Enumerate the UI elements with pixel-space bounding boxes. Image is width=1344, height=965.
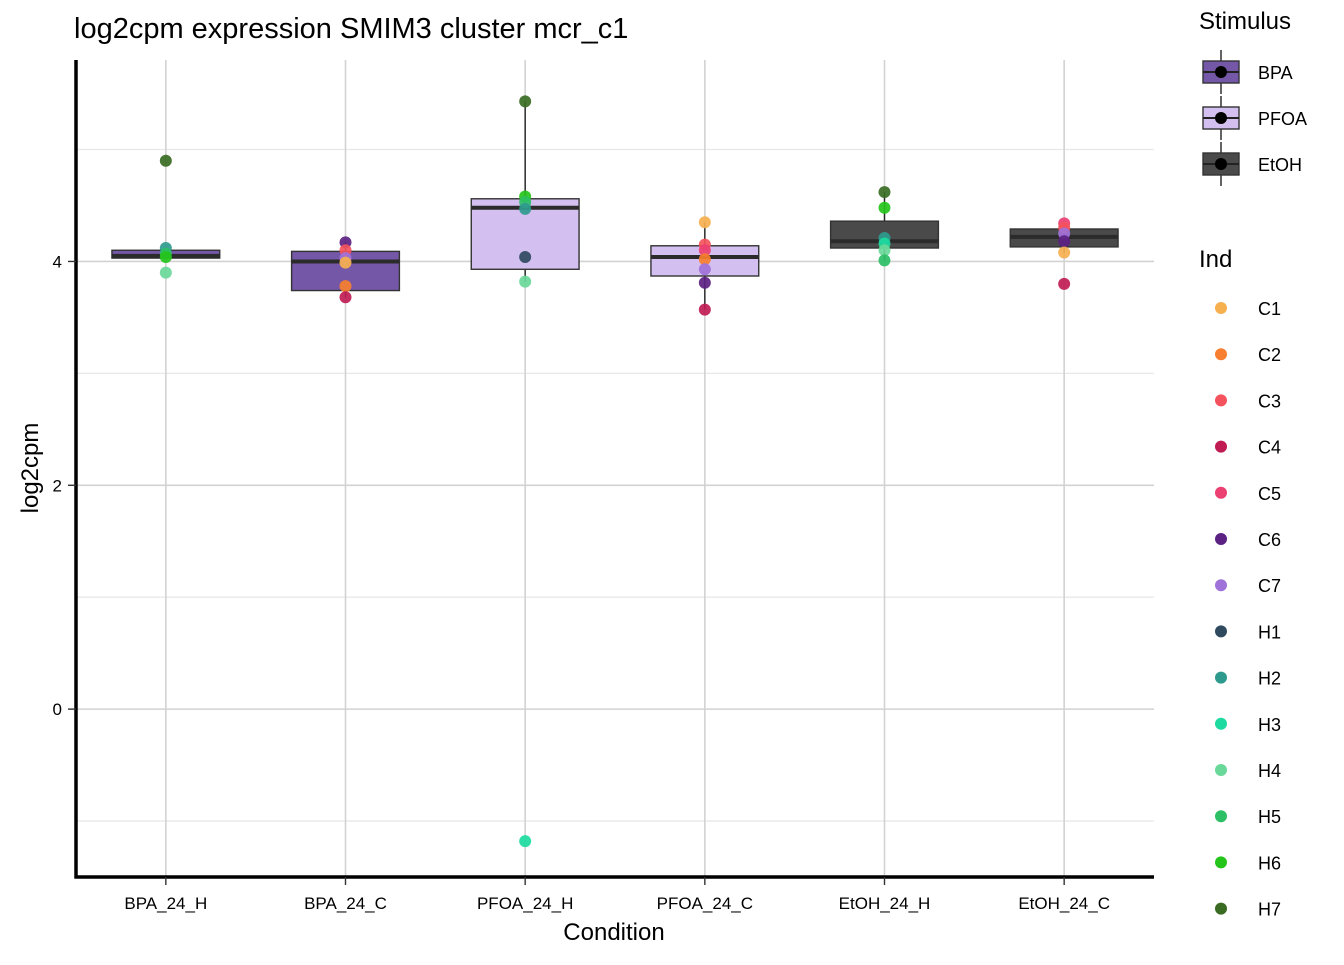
point-C2 — [698, 253, 711, 266]
point-H4 — [159, 266, 172, 279]
point-C7 — [698, 263, 711, 276]
legend-ind-label: H3 — [1258, 715, 1281, 735]
legend-ind-swatch — [1215, 394, 1227, 407]
legend-ind-swatch — [1215, 625, 1227, 638]
legend-ind-swatch — [1215, 486, 1227, 499]
legend-ind-item: C6 — [1215, 530, 1281, 550]
legend-ind-item: H6 — [1215, 853, 1281, 873]
legend-stimulus-label: BPA — [1258, 63, 1293, 83]
point-H2 — [519, 202, 532, 215]
point-C1 — [339, 256, 352, 269]
legend-ind-label: H7 — [1258, 900, 1281, 920]
point-C6 — [1058, 235, 1071, 248]
legend-ind-label: C5 — [1258, 484, 1281, 504]
legend-ind-item: H1 — [1215, 622, 1281, 642]
legend-stimulus-item: BPA — [1202, 50, 1293, 94]
point-H6 — [159, 250, 172, 263]
legend-ind-swatch — [1215, 579, 1227, 592]
legend-stimulus-label: EtOH — [1258, 155, 1302, 175]
legend-ind-item: H4 — [1215, 761, 1281, 781]
x-tick-label: BPA_24_C — [304, 894, 387, 913]
legend-ind-title: Ind — [1199, 246, 1232, 273]
y-tick-label: 4 — [53, 252, 62, 271]
box-layer — [111, 101, 1119, 310]
grid-layer — [76, 60, 1154, 877]
x-tick-label: PFOA_24_C — [657, 894, 753, 913]
legend-ind-label: H4 — [1258, 761, 1281, 781]
point-H1 — [519, 250, 532, 263]
y-axis-label: log2cpm — [17, 423, 44, 514]
point-H6 — [878, 201, 891, 214]
point-C4 — [698, 303, 711, 316]
legend-ind-swatch — [1215, 717, 1227, 730]
point-H5 — [878, 254, 891, 267]
legend-ind-swatch — [1215, 671, 1227, 684]
legend-ind: C1 C2 C3 C4 C5 C6 C7 H1 H2 H3 H4 H5 H6 H7 — [1215, 299, 1281, 920]
point-H7 — [519, 95, 532, 108]
legend-stimulus-title: Stimulus — [1199, 8, 1291, 35]
legend-stimulus-item: PFOA — [1202, 96, 1307, 140]
legend-key-point — [1215, 112, 1227, 124]
chart-title: log2cpm expression SMIM3 cluster mcr_c1 — [74, 13, 628, 45]
legend-ind-swatch — [1215, 302, 1227, 314]
legend-ind-label: C3 — [1258, 391, 1281, 411]
y-tick-label: 2 — [53, 476, 62, 495]
x-tick-label: EtOH_24_C — [1018, 894, 1110, 913]
legend-ind-item: C4 — [1215, 438, 1281, 458]
legend-ind-label: H2 — [1258, 669, 1281, 689]
legend-ind-label: C4 — [1258, 438, 1281, 458]
point-layer — [159, 95, 1071, 848]
point-H7 — [159, 154, 172, 167]
legend-stimulus-item: EtOH — [1202, 142, 1302, 186]
legend-ind-label: C7 — [1258, 576, 1281, 596]
point-C4 — [339, 291, 352, 304]
legend-ind-label: H6 — [1258, 853, 1281, 873]
y-tick-label: 0 — [53, 700, 62, 719]
legend-ind-item: C2 — [1215, 345, 1281, 365]
axis-layer: 0 2 4 BPA_24_H BPA_24_C PFOA_24_H PFOA_24_C EtO… — [53, 60, 1154, 913]
legend-ind-label: H1 — [1258, 622, 1281, 642]
point-C4 — [1058, 277, 1071, 290]
legend-ind-item: H2 — [1215, 669, 1281, 689]
legend-ind-item: H3 — [1215, 715, 1281, 735]
legend-ind-swatch — [1215, 440, 1227, 453]
legend-stimulus-label: PFOA — [1258, 109, 1307, 129]
x-tick-label: PFOA_24_H — [477, 894, 573, 913]
point-C2 — [339, 280, 352, 293]
legend-ind-swatch — [1215, 348, 1227, 361]
legend-key-point — [1215, 66, 1227, 78]
point-H4 — [519, 275, 532, 288]
point-C1 — [1058, 246, 1071, 259]
x-axis-label: Condition — [563, 919, 664, 946]
legend-ind-item: H5 — [1215, 807, 1281, 827]
point-H4 — [878, 244, 891, 257]
legend-ind-item: C3 — [1215, 391, 1281, 411]
legend-ind-swatch — [1215, 764, 1227, 776]
legend-ind-label: C6 — [1258, 530, 1281, 550]
legend-ind-swatch — [1215, 533, 1227, 545]
legend-ind-swatch — [1215, 856, 1227, 869]
legend-ind-swatch — [1215, 810, 1227, 823]
legend-ind-item: C7 — [1215, 576, 1281, 596]
legend-ind-item: C1 — [1215, 299, 1281, 319]
x-tick-label: EtOH_24_H — [839, 894, 931, 913]
point-H7 — [878, 186, 891, 199]
legend-ind-item: C5 — [1215, 484, 1281, 504]
point-C5 — [698, 244, 711, 257]
legend-ind-item: H7 — [1215, 900, 1281, 920]
legend-key-point — [1215, 158, 1227, 170]
point-H3 — [519, 835, 532, 848]
legend-ind-swatch — [1215, 902, 1227, 915]
legend-ind-label: H5 — [1258, 807, 1281, 827]
point-C6 — [698, 276, 711, 289]
legend-ind-label: C2 — [1258, 345, 1281, 365]
legend-ind-label: C1 — [1258, 299, 1281, 319]
point-C1 — [698, 216, 711, 229]
x-tick-label: BPA_24_H — [124, 894, 207, 913]
legend-stimulus: BPA PFOA EtOH — [1202, 50, 1307, 186]
